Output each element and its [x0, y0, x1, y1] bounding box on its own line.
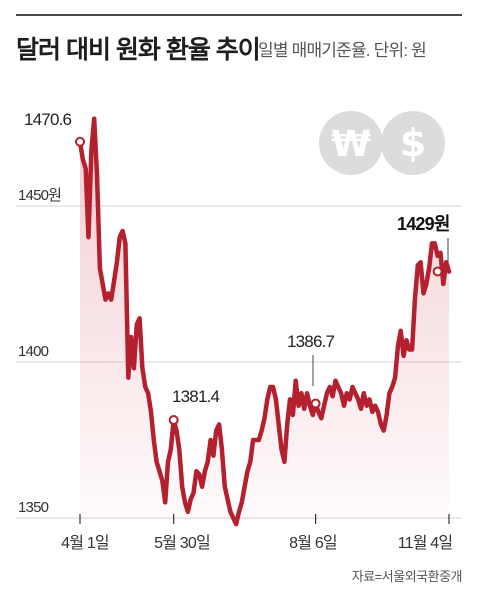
annotation-marker — [432, 266, 443, 277]
exchange-rate-series-line — [77, 116, 452, 527]
annotation-label: 1470.6 — [24, 110, 72, 129]
dollar-coin-icon — [381, 111, 445, 175]
annotation-marker — [75, 136, 85, 147]
x-tick-label: 8월 6일 — [289, 534, 337, 552]
annotation-label: 1429원 — [397, 214, 450, 234]
annotation-label: 1381.4 — [172, 387, 220, 406]
y-tick-label: 1400 — [18, 343, 49, 360]
x-tick-label: 5월 30일 — [154, 534, 210, 552]
annotation-marker — [168, 415, 179, 426]
annotation-marker — [310, 398, 321, 409]
area-fill — [80, 118, 449, 525]
won-coin-icon — [319, 111, 383, 175]
annotation-label: 1386.7 — [287, 332, 335, 351]
y-tick-label: 1350 — [18, 499, 49, 516]
y-tick-label: 1450원 — [18, 187, 61, 204]
x-tick-label: 4월 1일 — [61, 534, 109, 552]
x-tick-label: 11월 4일 — [398, 534, 453, 552]
data-source: 자료=서울외국환중개 — [351, 569, 463, 584]
chart-subtitle: 일별 매매기준율. 단위: 원 — [258, 41, 427, 60]
top-rule — [16, 14, 462, 16]
currency-coins: ₩ $ — [319, 111, 445, 175]
dollar-coin-icon: $ — [400, 121, 426, 165]
chart-title: 달러 대비 원화 환율 추이 — [16, 36, 261, 64]
won-coin-icon: ₩ — [331, 124, 371, 165]
